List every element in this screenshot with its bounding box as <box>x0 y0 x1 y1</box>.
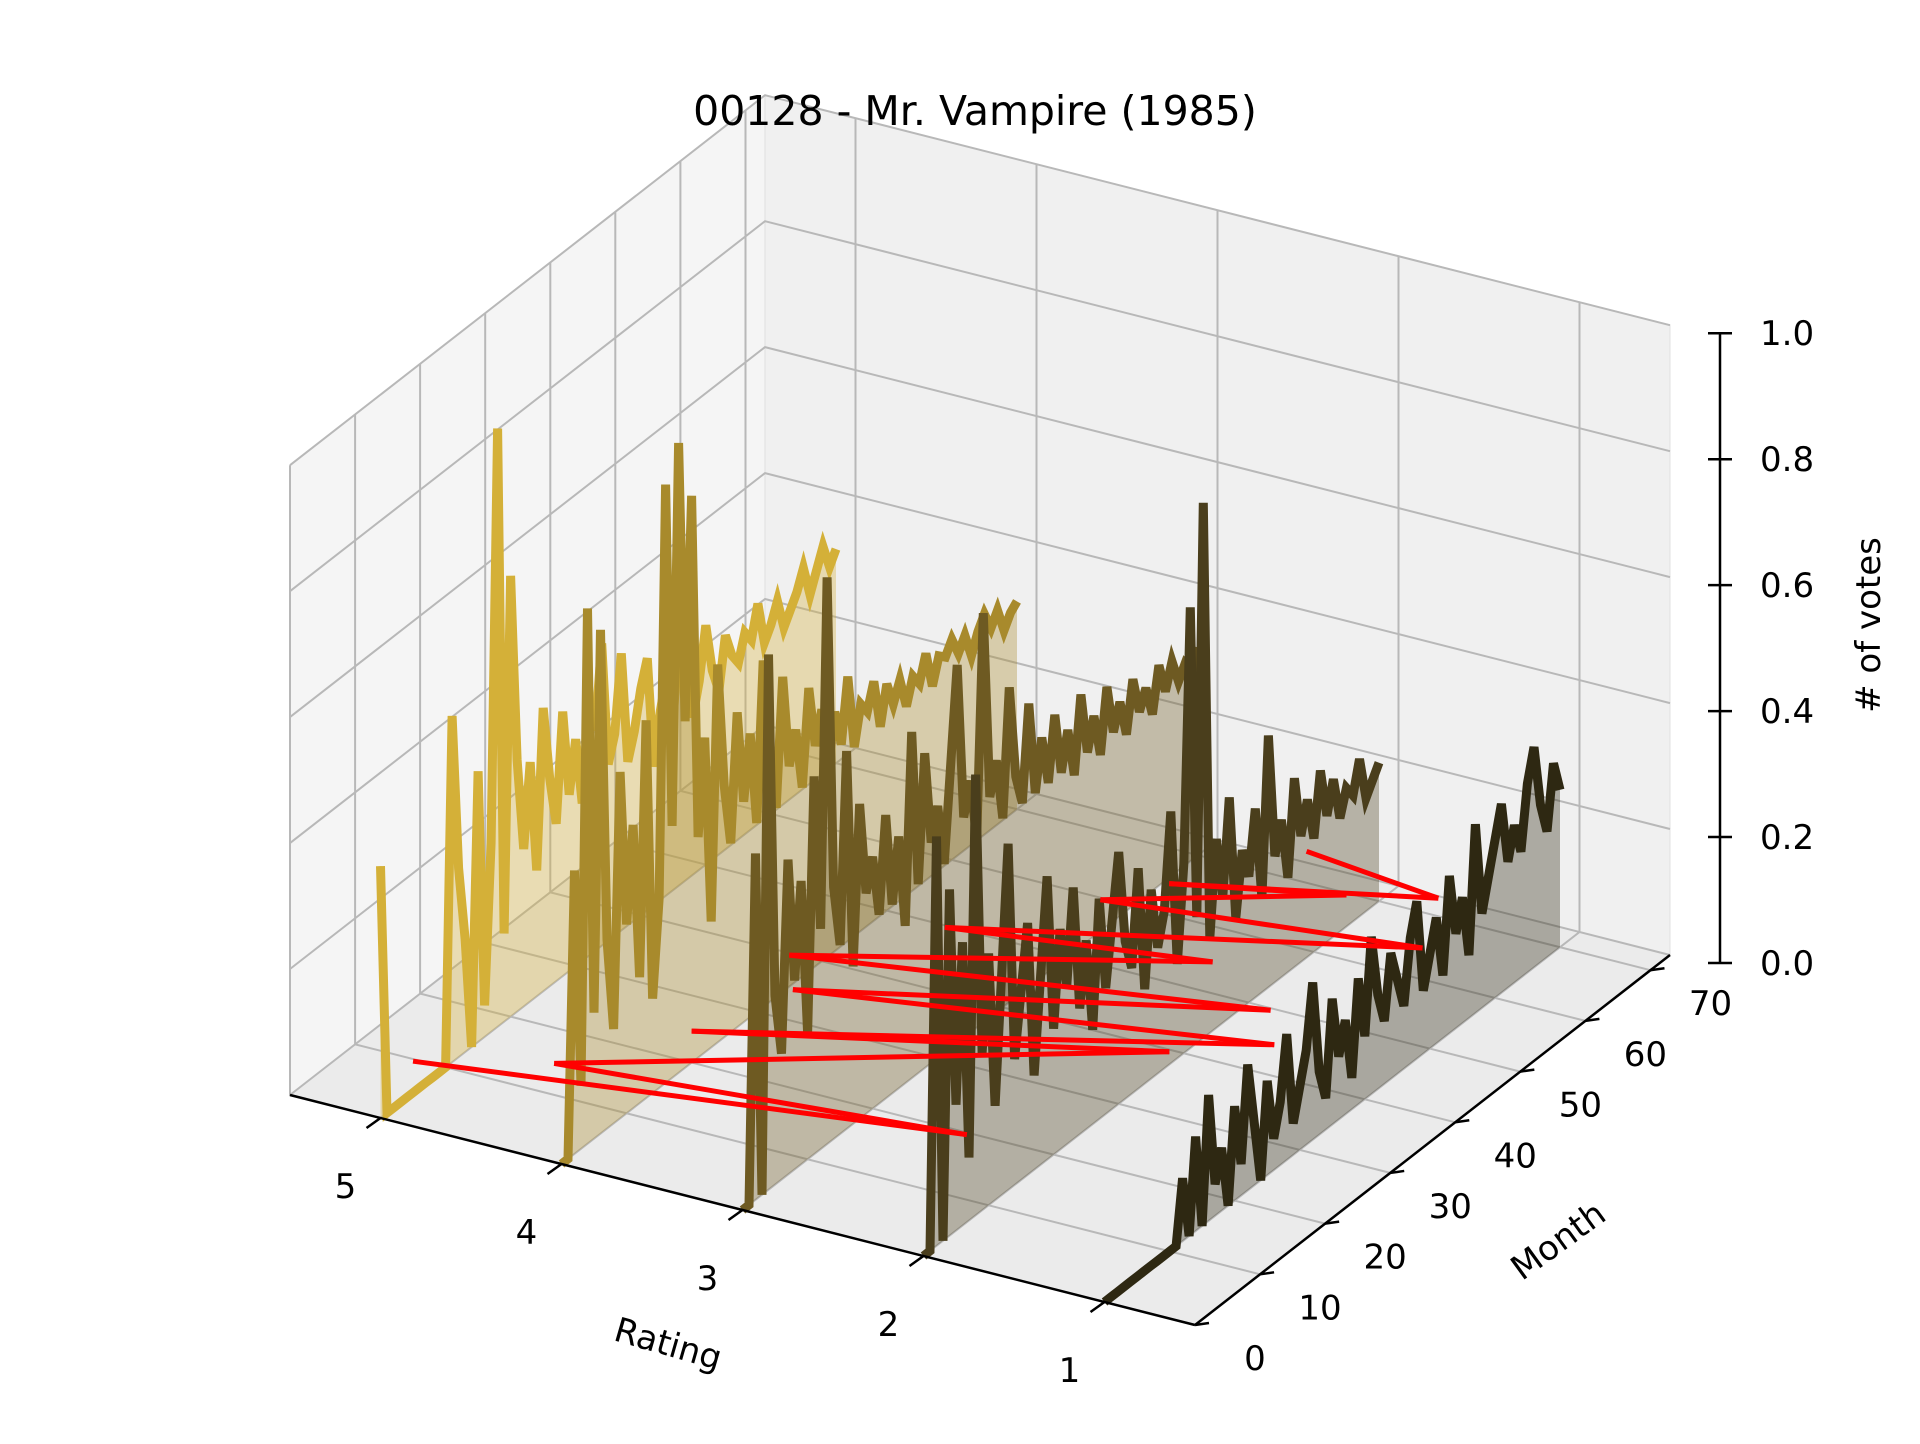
overlay-segment <box>789 952 1213 965</box>
y-tick <box>1324 1220 1340 1225</box>
y-tick-label: 40 <box>1494 1136 1537 1176</box>
overlay-segment <box>944 924 1213 965</box>
x-tick-label: 4 <box>516 1213 538 1253</box>
overlay-segment <box>1305 848 1440 901</box>
x-tick <box>727 1208 744 1222</box>
x-tick-label: 5 <box>335 1167 357 1207</box>
y-tick <box>1455 1119 1470 1124</box>
x-tick-label: 2 <box>878 1305 900 1345</box>
grid-line-z <box>289 346 1671 718</box>
y-axis-label: Month <box>1504 1194 1614 1289</box>
series-line-rating-1 <box>1101 746 1565 1306</box>
y-tick-label: 70 <box>1689 984 1732 1024</box>
x-tick <box>1089 1300 1106 1314</box>
overlay-segment <box>554 1049 1170 1066</box>
series-line-rating-4 <box>558 442 1021 1168</box>
overlay-segment <box>944 924 1423 951</box>
y-tick <box>1390 1169 1405 1175</box>
y-tick-label: 0 <box>1244 1339 1266 1379</box>
overlay-segment <box>788 952 1271 1013</box>
axes-layer <box>289 331 1732 1327</box>
y-tick <box>1259 1271 1275 1276</box>
y-tick-label: 30 <box>1429 1187 1472 1227</box>
series-layer <box>376 428 1565 1306</box>
grid-line-z <box>289 220 1671 592</box>
series-line-rating-5 <box>376 428 841 1122</box>
z-axis-label: # of votes <box>1849 537 1889 713</box>
x-axis-label: Rating <box>610 1310 726 1379</box>
y-tick <box>1585 1017 1600 1023</box>
y-tick-label: 50 <box>1559 1086 1602 1126</box>
overlay-segment <box>691 1028 1275 1048</box>
y-tick <box>1650 966 1665 972</box>
y-tick-label: 20 <box>1364 1238 1407 1278</box>
x-tick-label: 3 <box>697 1259 719 1299</box>
z-tick-label: 0.0 <box>1760 944 1814 984</box>
x-tick <box>546 1162 563 1176</box>
series-line-rating-2 <box>920 502 1384 1260</box>
y-tick <box>1520 1068 1535 1073</box>
z-tick-label: 0.2 <box>1760 818 1814 858</box>
overlay-segment <box>792 987 1275 1048</box>
x-tick <box>908 1254 925 1268</box>
series-area-rating-4 <box>561 443 1017 1164</box>
overlay-segment <box>792 987 1271 1013</box>
overlay-layer <box>412 848 1440 1138</box>
y-tick-label: 60 <box>1624 1035 1667 1075</box>
y-axis-line <box>1194 954 1671 1326</box>
overlay-segment <box>553 1060 968 1138</box>
y-tick <box>1194 1321 1210 1327</box>
overlay-segment <box>1100 892 1347 903</box>
chart-title: 00128 - Mr. Vampire (1985) <box>693 87 1257 135</box>
x-tick-label: 1 <box>1059 1351 1081 1391</box>
z-tick-label: 1.0 <box>1760 314 1814 354</box>
overlay-segment <box>1100 897 1423 951</box>
series-area-rating-5 <box>380 428 836 1118</box>
x-tick <box>365 1116 382 1130</box>
grid-line-z <box>289 94 1671 466</box>
z-tick-label: 0.6 <box>1760 566 1814 606</box>
series-line-rating-3 <box>739 577 1203 1214</box>
z-tick-label: 0.4 <box>1760 692 1814 732</box>
overlay-segment <box>1168 881 1439 901</box>
overlay-segment <box>412 1058 968 1138</box>
z-tick-label: 0.8 <box>1760 440 1814 480</box>
y-tick-label: 10 <box>1298 1288 1341 1328</box>
